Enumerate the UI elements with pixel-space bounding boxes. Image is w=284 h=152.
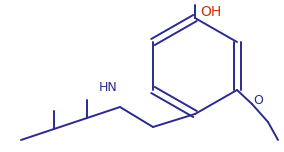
Text: HN: HN: [99, 81, 117, 94]
Text: OH: OH: [200, 5, 221, 19]
Text: O: O: [253, 93, 263, 107]
